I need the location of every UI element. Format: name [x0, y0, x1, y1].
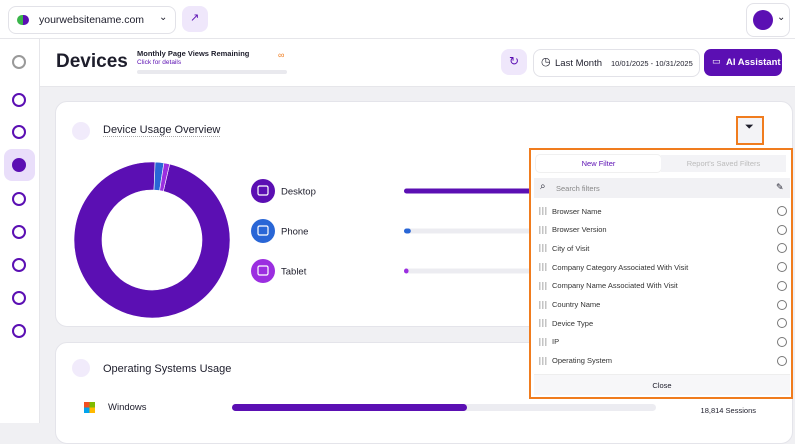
tab-label: Report's Saved Filters: [661, 159, 786, 168]
ai-assistant-button[interactable]: ▭ AI Assistant: [704, 49, 782, 76]
drag-handle: [539, 338, 547, 346]
windows-icon: [84, 402, 95, 413]
quota-label: Monthly Page Views Remaining: [137, 49, 249, 58]
os-name: Windows: [108, 402, 147, 413]
card-icon: [72, 359, 90, 377]
add-icon: [777, 206, 787, 216]
drag-handle: [539, 282, 547, 290]
os-track: [232, 404, 656, 411]
filter-label: Company Name Associated With Visit: [552, 281, 678, 290]
avatar: [753, 10, 773, 30]
top-bar: yourwebsitename.com ⌄ ↗ ⌄: [0, 0, 795, 39]
search-placeholder: Search filters: [556, 184, 600, 193]
device-bar: [404, 269, 409, 274]
filter-item[interactable]: Browser Version: [539, 221, 787, 239]
tab[interactable]: Report's Saved Filters: [661, 155, 786, 172]
open-site-button[interactable]: ↗: [182, 6, 208, 32]
date-range[interactable]: ◷ Last Month 10/01/2025 - 10/31/2025: [533, 49, 700, 77]
close-button[interactable]: Close: [534, 374, 790, 395]
drag-handle: [539, 263, 547, 271]
add-icon: [777, 225, 787, 235]
nav-icon[interactable]: [12, 291, 26, 305]
nav-icon[interactable]: [12, 225, 26, 239]
refresh-button[interactable]: ↻: [501, 49, 527, 75]
drag-handle: [539, 226, 547, 234]
filter-button[interactable]: ⏷: [736, 116, 764, 145]
filter-label: Company Category Associated With Visit: [552, 263, 688, 272]
filter-panel: New Filter Report's Saved Filters ⌕ Sear…: [529, 148, 793, 399]
filter-item[interactable]: Operating System: [539, 352, 787, 370]
legend-label: Phone: [281, 227, 308, 238]
nav-icon: [12, 158, 26, 172]
tab-active[interactable]: New Filter: [536, 155, 661, 172]
os-sessions: 18,814 Sessions: [701, 406, 756, 415]
add-icon: [777, 243, 787, 253]
add-icon: [777, 281, 787, 291]
card-title: Operating Systems Usage: [103, 363, 231, 375]
site-icon: [17, 15, 29, 25]
add-icon: [777, 356, 787, 366]
filter-item[interactable]: Country Name: [539, 296, 787, 314]
add-icon: [777, 318, 787, 328]
external-icon: ↗: [190, 11, 199, 24]
quota-bar: [137, 70, 287, 74]
ai-assistant-label: AI Assistant: [726, 57, 781, 68]
page: yourwebsitename.com ⌄ ↗ ⌄ Devices Monthl…: [0, 0, 795, 423]
filter-item[interactable]: Company Category Associated With Visit: [539, 258, 787, 276]
filter-label: Country Name: [552, 300, 600, 309]
filter-label: Browser Name: [552, 207, 602, 216]
account-menu[interactable]: ⌄: [746, 3, 790, 37]
legend-icon: [251, 219, 275, 243]
device-bar: [404, 229, 411, 234]
site-name: yourwebsitename.com: [39, 14, 144, 26]
quota-value: ∞: [278, 50, 284, 60]
title-bar: Devices Monthly Page Views Remaining Cli…: [40, 39, 795, 87]
legend-label: Desktop: [281, 187, 316, 198]
drag-handle: [539, 357, 547, 365]
legend-icon: [251, 259, 275, 283]
os-bar: [232, 404, 467, 411]
quota-link[interactable]: Click for details: [137, 59, 181, 66]
search-box[interactable]: ⌕ Search filters ✎: [534, 178, 790, 198]
nav-icon[interactable]: [12, 93, 26, 107]
chevron: ⌄: [159, 12, 167, 23]
filter-label: Browser Version: [552, 225, 607, 234]
nav-icon[interactable]: [12, 192, 26, 206]
filter-item[interactable]: Company Name Associated With Visit: [539, 277, 787, 295]
page-title: Devices: [56, 51, 128, 73]
drag-handle: [539, 301, 547, 309]
legend-icon: [251, 179, 275, 203]
donut-segment: [74, 162, 230, 318]
chevron: ⌄: [777, 12, 785, 23]
nav-icon[interactable]: [12, 55, 26, 69]
legend-label: Tablet: [281, 267, 307, 278]
add-icon: [777, 337, 787, 347]
add-icon: [777, 300, 787, 310]
filter-item[interactable]: Browser Name: [539, 202, 787, 220]
filter-item[interactable]: IP: [539, 333, 787, 351]
filter-label: Operating System: [552, 356, 612, 365]
tab-label: New Filter: [536, 159, 661, 168]
nav-icon[interactable]: [12, 324, 26, 338]
range-preset: Last Month: [555, 58, 602, 69]
filter-label: IP: [552, 337, 559, 346]
nav-active[interactable]: [4, 149, 35, 181]
add-icon: [777, 262, 787, 272]
drag-handle: [539, 207, 547, 215]
close-label: Close: [534, 381, 790, 390]
drag-handle: [539, 319, 547, 327]
range-dates: 10/01/2025 - 10/31/2025: [611, 59, 693, 68]
filter-item[interactable]: City of Visit: [539, 239, 787, 257]
nav-icon[interactable]: [12, 258, 26, 272]
filter-label: Device Type: [552, 319, 593, 328]
filter-item[interactable]: Device Type: [539, 314, 787, 332]
sidebar: [0, 39, 40, 423]
nav-icon[interactable]: [12, 125, 26, 139]
drag-handle: [539, 244, 547, 252]
site-selector[interactable]: yourwebsitename.com ⌄: [8, 6, 176, 34]
filter-label: City of Visit: [552, 244, 589, 253]
